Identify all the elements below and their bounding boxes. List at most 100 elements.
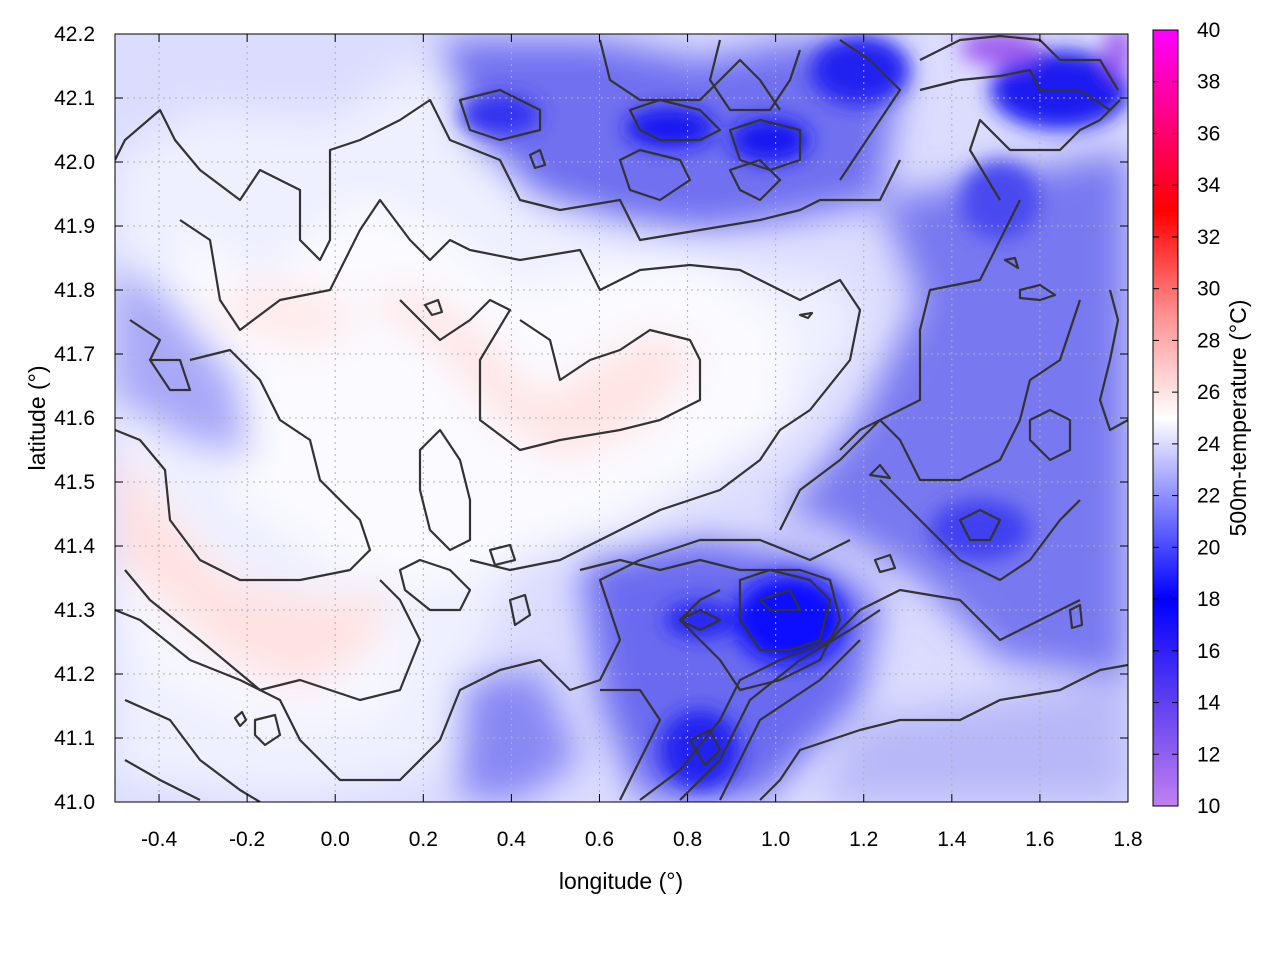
colorbar-tick-label: 28 [1197, 329, 1220, 352]
contour-line [1098, 289, 1128, 432]
colorbar-tick-label: 34 [1197, 174, 1221, 197]
contour-line [873, 553, 897, 574]
colorbar-tick-label: 14 [1197, 692, 1221, 715]
contour-line [1068, 603, 1084, 630]
heat-region-south-blue [460, 670, 580, 800]
colorbar-tick-label: 24 [1197, 433, 1221, 456]
contour-line [115, 348, 372, 582]
y-tick-label: 41.8 [54, 279, 95, 302]
contour-line [758, 588, 802, 612]
contour-line [759, 663, 1128, 801]
y-axis-title: latitude (°) [24, 365, 50, 470]
cold-core-north-2 [730, 118, 810, 162]
contour-line [728, 158, 782, 202]
contour-line [968, 99, 1121, 201]
colorbar-tick-label: 22 [1197, 485, 1220, 508]
contour-line [639, 588, 1081, 801]
contour-line [598, 39, 781, 111]
coldest-patch-northeast [960, 34, 1040, 66]
heat-region-far-southeast [820, 680, 1128, 802]
contour-line [1003, 256, 1020, 270]
x-tick-label: 1.0 [761, 828, 790, 851]
colorbar-tick-label: 10 [1197, 795, 1220, 818]
y-tick-label: 42.1 [54, 87, 95, 110]
contour-line [618, 148, 692, 202]
x-tick-label: 1.4 [937, 828, 967, 851]
heat-region-east-blue [780, 150, 1128, 680]
contour-line [528, 148, 547, 170]
x-tick-label: 0.0 [321, 828, 350, 851]
contour-line [488, 543, 517, 567]
y-tick-label: 41.9 [54, 215, 95, 238]
y-tick-label: 41.2 [54, 663, 95, 686]
cold-core-south-1 [735, 575, 845, 665]
cold-core-south-2 [665, 602, 735, 638]
contour-line [738, 568, 832, 652]
cold-core-east [930, 500, 1030, 560]
contour-line [179, 198, 862, 572]
contour-line [708, 39, 802, 112]
contour-line [115, 98, 901, 262]
y-tick-label: 41.3 [54, 599, 95, 622]
y-tick-label: 42.0 [54, 151, 95, 174]
y-tick-label: 41.4 [54, 535, 95, 558]
x-tick-label: 0.8 [673, 828, 702, 851]
colorbar-tick-label: 32 [1197, 226, 1220, 249]
contour-line [423, 298, 444, 317]
y-tick-label: 41.5 [54, 471, 95, 494]
contour-line [399, 298, 702, 452]
y-tick-label: 42.2 [54, 23, 95, 46]
colorbar [1152, 29, 1179, 807]
contour-line [148, 358, 192, 392]
x-tick-label: 0.6 [585, 828, 614, 851]
x-axis: -0.4 -0.2 0.0 0.2 0.4 0.6 0.8 1.0 1.2 1.4 1.6 1.8 [141, 34, 1143, 851]
x-tick-label: 0.2 [409, 828, 438, 851]
contour-line [688, 728, 722, 767]
coldest-patch-corner [1104, 34, 1128, 78]
y-tick-label: 41.7 [54, 343, 95, 366]
contour-line [678, 608, 722, 632]
y-tick-label: 41.1 [54, 727, 95, 750]
contour-line [233, 710, 248, 728]
colorbar-tick-label: 36 [1197, 122, 1220, 145]
colorbar-tick-label: 16 [1197, 640, 1220, 663]
contour-line [600, 688, 662, 801]
colorbar-tick-label: 40 [1197, 19, 1220, 42]
colorbar-tick-label: 38 [1197, 71, 1220, 94]
contour-line [798, 311, 814, 320]
contour-line [129, 319, 162, 361]
contour-line [124, 759, 201, 801]
y-axis: 41.0 41.1 41.2 41.3 41.4 41.5 41.6 41.7 41.8 41.9… [54, 23, 1128, 814]
colorbar-title: 500m-temperature (°C) [1225, 300, 1251, 537]
contour-line [719, 639, 861, 801]
cold-core-north-1 [625, 108, 715, 148]
contour-line [508, 593, 532, 627]
colorbar-tick-label: 18 [1197, 588, 1220, 611]
contour-line [628, 98, 722, 142]
contour-line [253, 713, 282, 747]
colorbar-tick-label: 12 [1197, 743, 1220, 766]
cold-core-north-3 [460, 95, 540, 135]
cold-core-south-3 [660, 710, 740, 790]
heat-region-warm-northwest [200, 280, 360, 350]
cold-core-northeast-1 [810, 35, 910, 105]
contour-lines [115, 34, 1128, 802]
contour-line [1018, 283, 1057, 302]
contour-line [115, 538, 851, 782]
x-tick-label: 1.2 [849, 828, 878, 851]
heat-region-warm-west [115, 440, 390, 690]
contour-line [418, 428, 472, 552]
contour-line [458, 88, 542, 142]
contour-line [728, 118, 802, 172]
contour-line [679, 609, 881, 801]
heat-region-west-blue [115, 260, 250, 460]
contour-line [779, 199, 1021, 531]
colorbar-axis: 10 12 14 16 18 20 22 24 26 28 30 32 34 36 38 40 [1153, 19, 1221, 818]
colorbar-tick-label: 26 [1197, 381, 1220, 404]
contour-line [958, 508, 1002, 542]
y-tick-label: 41.6 [54, 407, 95, 430]
grid-lines [115, 33, 1129, 803]
x-tick-label: 1.8 [1113, 828, 1142, 851]
colorbar-tick-label: 20 [1197, 536, 1220, 559]
